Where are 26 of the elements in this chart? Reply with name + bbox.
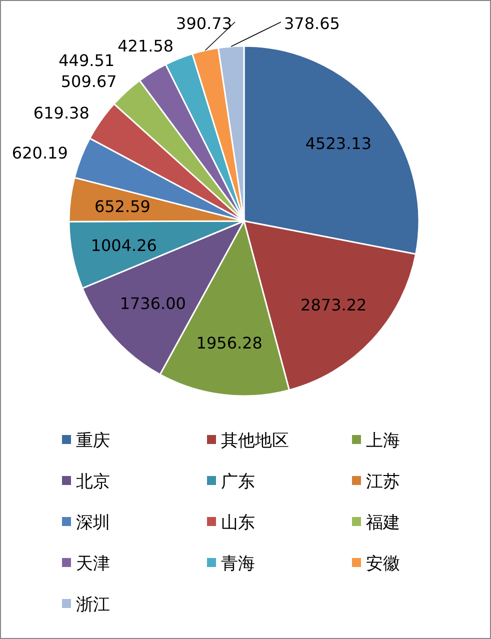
- legend-label: 山东: [221, 513, 255, 533]
- data-label: 1956.28: [196, 334, 262, 353]
- legend-label: 广东: [221, 472, 255, 492]
- data-label: 652.59: [94, 196, 150, 216]
- legend-label: 江苏: [366, 472, 400, 492]
- data-label: 1736.00: [120, 294, 186, 313]
- data-label: 421.58: [118, 36, 174, 56]
- legend-label: 福建: [366, 513, 400, 533]
- data-label: 449.51: [58, 51, 115, 70]
- legend-label: 天津: [76, 554, 110, 574]
- legend-label: 深圳: [76, 513, 110, 533]
- legend-label: 青海: [221, 554, 255, 574]
- legend-label: 北京: [76, 472, 110, 492]
- legend-label: 其他地区: [221, 431, 289, 451]
- data-label: 1004.26: [90, 236, 157, 256]
- legend-label: 重庆: [76, 431, 110, 451]
- data-label: 2873.22: [300, 296, 367, 314]
- data-label: 509.67: [60, 72, 117, 92]
- data-label: 390.73: [176, 14, 232, 33]
- data-label: 619.38: [33, 103, 90, 122]
- data-label: 4523.13: [305, 134, 372, 154]
- legend-label: 安徽: [366, 554, 400, 574]
- legend-label: 上海: [366, 431, 400, 451]
- data-label: 620.19: [12, 143, 68, 162]
- legend-label: 浙江: [76, 595, 110, 615]
- data-label: 378.65: [284, 14, 340, 33]
